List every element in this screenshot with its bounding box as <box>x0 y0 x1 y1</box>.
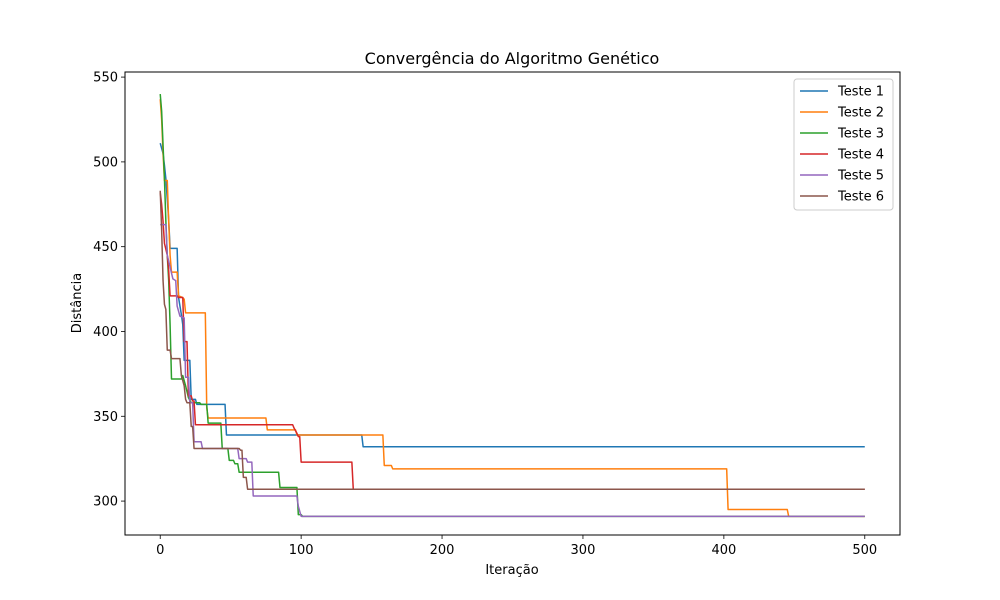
x-axis: 0 100 200 300 400 500 <box>156 535 877 558</box>
series-line-teste-5 <box>160 223 865 518</box>
legend-label-teste-1: Teste 1 <box>837 85 884 100</box>
x-axis-title: Iteração <box>485 563 538 578</box>
x-tick-label: 500 <box>852 543 877 558</box>
series-layer <box>159 93 865 518</box>
chart-title: Convergência do Algoritmo Genético <box>365 49 660 68</box>
y-axis-title: Distância <box>70 273 85 333</box>
x-tick-label: 400 <box>711 543 736 558</box>
y-tick-label: 350 <box>93 410 118 425</box>
x-tick-label: 100 <box>289 543 314 558</box>
legend-label-teste-6: Teste 6 <box>837 190 884 205</box>
x-tick-label: 200 <box>430 543 455 558</box>
y-tick-label: 400 <box>93 325 118 340</box>
series-line-teste-6 <box>159 190 865 490</box>
legend-label-teste-2: Teste 2 <box>837 106 884 121</box>
legend-label-teste-3: Teste 3 <box>837 127 884 142</box>
y-tick-label: 500 <box>93 155 118 170</box>
y-tick-label: 300 <box>93 495 118 510</box>
y-tick-label: 550 <box>93 71 118 86</box>
legend-label-teste-4: Teste 4 <box>837 148 884 163</box>
y-axis: 300 350 400 450 500 550 <box>93 71 125 510</box>
x-tick-label: 300 <box>571 543 596 558</box>
legend: Teste 1 Teste 2 Teste 3 Teste 4 Teste 5 Teste… <box>793 78 894 211</box>
y-tick-label: 450 <box>93 240 118 255</box>
plot-frame <box>124 71 901 536</box>
x-tick-label: 0 <box>156 543 164 558</box>
legend-label-teste-5: Teste 5 <box>837 169 884 184</box>
